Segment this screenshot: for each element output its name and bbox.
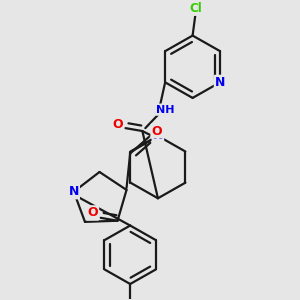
Text: Cl: Cl (189, 2, 202, 15)
Text: O: O (112, 118, 123, 131)
Text: N: N (215, 76, 225, 89)
Text: O: O (88, 206, 98, 219)
Text: NH: NH (156, 105, 174, 115)
Text: N: N (215, 76, 225, 89)
Text: N: N (69, 185, 79, 198)
Text: O: O (88, 206, 98, 219)
Text: Cl: Cl (189, 2, 202, 15)
Text: N: N (69, 185, 79, 198)
Text: O: O (152, 124, 162, 137)
Text: NH: NH (156, 105, 174, 115)
Text: O: O (112, 118, 123, 131)
Text: N: N (153, 129, 163, 142)
Text: N: N (153, 129, 163, 142)
Text: O: O (152, 124, 162, 137)
